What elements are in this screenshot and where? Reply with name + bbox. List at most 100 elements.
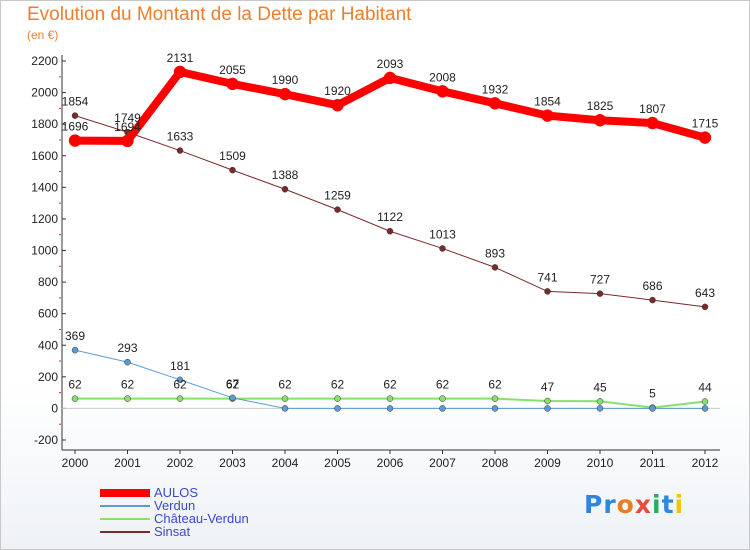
data-point [491, 264, 499, 271]
data-point [124, 358, 131, 366]
y-tick-label: 2200 [31, 54, 58, 68]
x-tick-label: 2000 [62, 456, 89, 470]
legend-label: AULOS [154, 485, 199, 500]
data-point [593, 113, 607, 127]
data-point [701, 405, 709, 412]
y-tick-label: 0 [51, 401, 58, 415]
data-point [334, 405, 341, 412]
data-point [383, 71, 397, 85]
data-point [544, 397, 551, 405]
data-label: 1509 [219, 149, 246, 163]
data-point [386, 405, 394, 412]
data-point [386, 395, 394, 402]
data-point [229, 166, 236, 174]
data-point [439, 245, 446, 252]
x-tick-label: 2011 [640, 456, 666, 470]
legend-swatch [100, 489, 150, 497]
legend-label: Verdun [154, 498, 196, 513]
data-point [649, 405, 656, 412]
data-label: 62 [488, 378, 502, 392]
y-tick-label: -200 [34, 433, 58, 447]
y-tick-label: 2000 [31, 86, 58, 100]
x-tick-label: 2009 [534, 456, 561, 470]
axes: -200 0 200 400 600 800 1000 1200 1400 1600 1800 200… [31, 54, 720, 470]
legend-swatch [100, 505, 150, 507]
data-label: 1920 [324, 84, 351, 98]
data-label: 1990 [272, 73, 299, 87]
proxiti-logo: Proxiti [584, 490, 684, 519]
data-point [596, 290, 604, 297]
x-tick-label: 2008 [482, 456, 509, 470]
data-point [176, 376, 184, 384]
legend-swatch [100, 518, 150, 520]
unit-label: (en €) [27, 28, 59, 42]
data-point [68, 134, 82, 147]
y-tick-label: 800 [38, 275, 58, 289]
y-tick-label: 200 [38, 370, 58, 384]
data-label: 5 [649, 387, 656, 401]
x-tick-label: 2002 [167, 456, 194, 470]
data-point [646, 116, 659, 130]
logo-letter: o [616, 490, 635, 519]
data-label: 369 [65, 329, 85, 343]
data-point [229, 394, 236, 402]
x-tick-label: 2004 [272, 456, 299, 470]
data-point [124, 395, 131, 402]
logo-letter: x [634, 490, 652, 519]
data-point [71, 395, 79, 402]
data-label: 1807 [639, 102, 666, 116]
legend-swatch [100, 531, 150, 533]
data-label: 62 [436, 378, 450, 392]
data-label: 643 [695, 286, 715, 300]
y-tick-label: 1600 [31, 149, 58, 163]
data-label: 62 [226, 378, 240, 392]
data-point [439, 405, 446, 412]
data-label: 62 [173, 378, 187, 392]
data-point [281, 405, 289, 412]
data-point [71, 346, 79, 354]
data-point [386, 227, 394, 235]
data-point [596, 398, 604, 405]
data-label: 1825 [587, 99, 614, 113]
data-label: 727 [590, 273, 610, 287]
data-point [281, 185, 289, 193]
data-point [226, 77, 239, 91]
data-point [701, 398, 709, 405]
data-label: 1122 [377, 210, 403, 224]
data-label: 1932 [482, 82, 509, 96]
logo-letter: t [661, 490, 675, 519]
x-tick-label: 2005 [324, 456, 351, 470]
logo-letter: r [603, 490, 617, 519]
legend-label: Sinsat [154, 524, 191, 539]
x-tick-label: 2003 [219, 456, 246, 470]
data-point [71, 112, 79, 119]
x-tick-label: 2007 [429, 456, 456, 470]
y-tick-label: 400 [38, 338, 58, 352]
data-point [173, 65, 187, 79]
data-label: 1715 [692, 117, 719, 131]
data-label: 1694 [114, 120, 141, 134]
legend-label: Château-Verdun [154, 511, 249, 526]
y-tick-label: 600 [38, 307, 58, 321]
data-point [439, 395, 446, 402]
data-point [334, 395, 341, 402]
data-label: 62 [278, 378, 292, 392]
data-point [698, 131, 712, 144]
series-lines [68, 65, 712, 412]
data-label: 1633 [167, 130, 194, 144]
y-tick-label: 1200 [31, 212, 58, 226]
data-label: 181 [170, 359, 190, 373]
data-label: 62 [331, 378, 345, 392]
data-point [544, 405, 551, 412]
data-label: 2055 [219, 63, 246, 77]
data-point [176, 147, 184, 154]
data-label: 1696 [62, 120, 89, 134]
data-label: 67 [226, 377, 240, 391]
logo-letter: P [584, 490, 604, 519]
data-label: 293 [117, 341, 137, 355]
y-tick-label: 1800 [31, 117, 58, 131]
data-point [596, 405, 604, 412]
data-point [281, 395, 289, 402]
data-label: 741 [537, 270, 557, 284]
